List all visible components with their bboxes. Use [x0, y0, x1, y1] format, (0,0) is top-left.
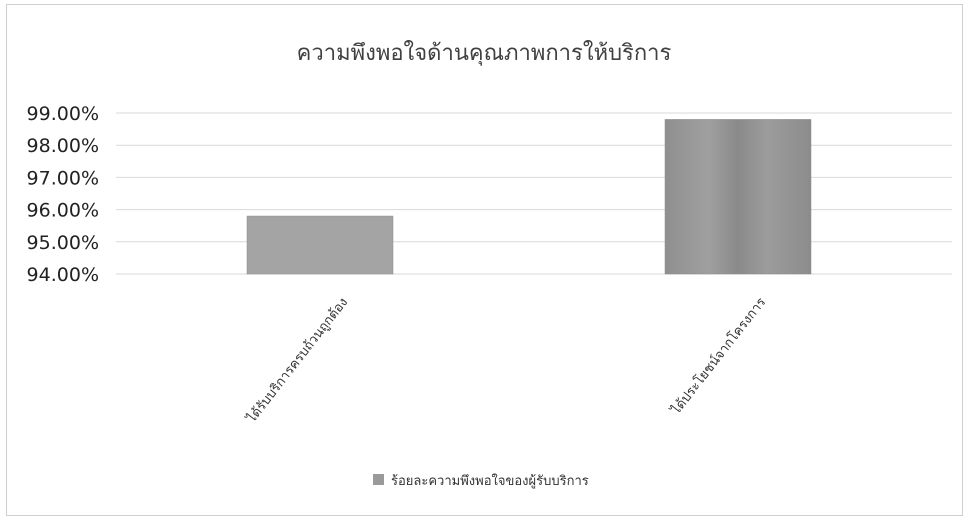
y-tick-label: 97.00%	[27, 167, 99, 189]
bars	[246, 119, 812, 275]
y-tick-label: 98.00%	[27, 135, 99, 157]
bar-1	[246, 215, 394, 275]
x-category-label: ได้รับบริการครบถ้วนถูกต้อง	[243, 295, 351, 427]
y-axis-ticks: 94.00% 95.00% 96.00% 97.00% 98.00% 99.00%	[27, 103, 99, 286]
y-tick-label: 94.00%	[27, 264, 99, 286]
gridlines	[116, 112, 952, 275]
x-axis-categories: ได้รับบริการครบถ้วนถูกต้อง ได้ประโยชน์จาก…	[243, 295, 769, 427]
y-tick-label: 99.00%	[27, 103, 99, 125]
chart-title: ความพึงพอใจด้านคุณภาพการให้บริการ	[297, 40, 672, 66]
y-tick-label: 95.00%	[27, 232, 99, 254]
x-category-label: ได้ประโยชน์จากโครงการ	[668, 295, 770, 419]
legend: ร้อยละความพึงพอใจของผู้รับบริการ	[373, 473, 589, 489]
y-tick-label: 96.00%	[27, 200, 99, 222]
legend-swatch	[373, 474, 384, 485]
legend-label: ร้อยละความพึงพอใจของผู้รับบริการ	[391, 473, 589, 489]
bar-2	[664, 119, 812, 275]
